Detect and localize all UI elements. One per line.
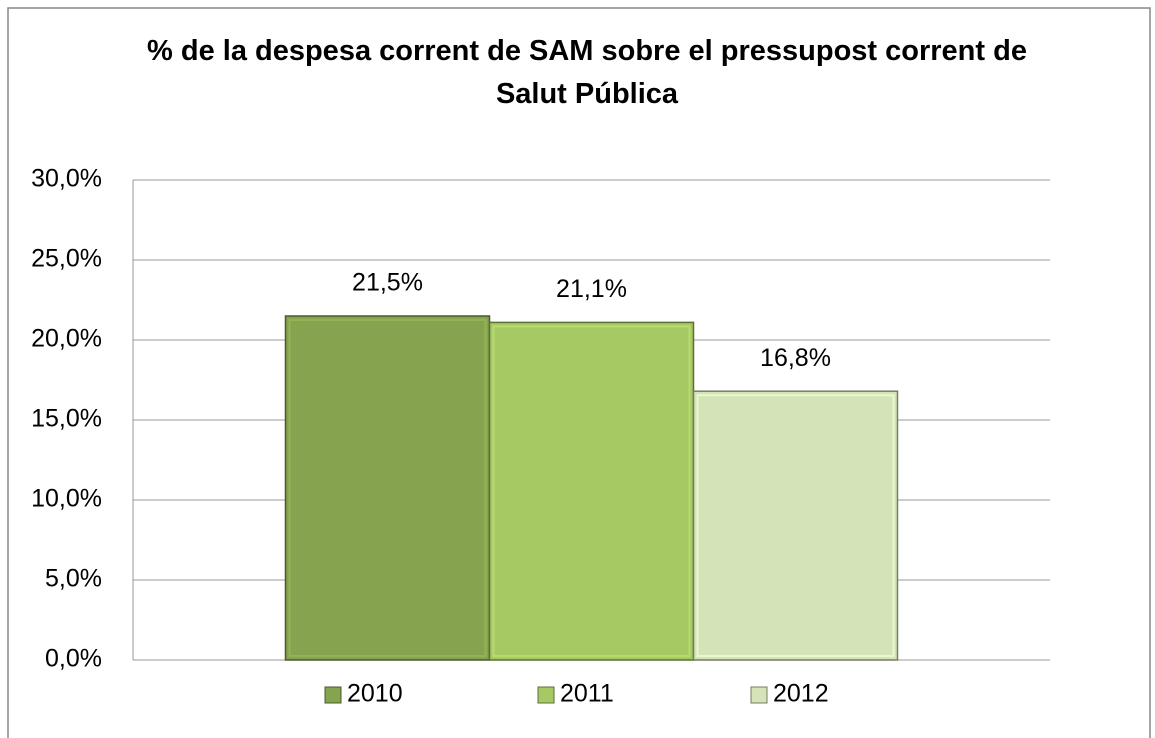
y-tick-label: 0,0%	[45, 645, 102, 673]
bar	[692, 390, 899, 661]
bar-bevel	[492, 325, 691, 657]
y-tick-label: 5,0%	[45, 565, 102, 593]
bar	[284, 315, 491, 661]
bar	[488, 321, 695, 661]
y-tick-label: 20,0%	[31, 325, 102, 353]
bar-bevel	[288, 319, 487, 657]
y-tick-label: 25,0%	[31, 245, 102, 273]
y-tick-label: 10,0%	[31, 485, 102, 513]
legend-swatch	[324, 686, 342, 704]
legend-label: 2011	[560, 680, 614, 708]
data-label: 16,8%	[760, 344, 831, 372]
chart-border	[7, 7, 1151, 738]
legend-label: 2010	[347, 680, 403, 708]
y-tick-label: 15,0%	[31, 405, 102, 433]
legend-label: 2012	[773, 680, 829, 708]
bar-bevel	[696, 394, 895, 657]
data-label: 21,5%	[352, 269, 423, 297]
y-tick-label: 30,0%	[31, 165, 102, 193]
data-label: 21,1%	[556, 275, 627, 303]
legend-swatch	[537, 686, 555, 704]
chart-title: % de la despesa corrent de SAM sobre el …	[147, 35, 1027, 110]
legend-swatch	[750, 686, 768, 704]
